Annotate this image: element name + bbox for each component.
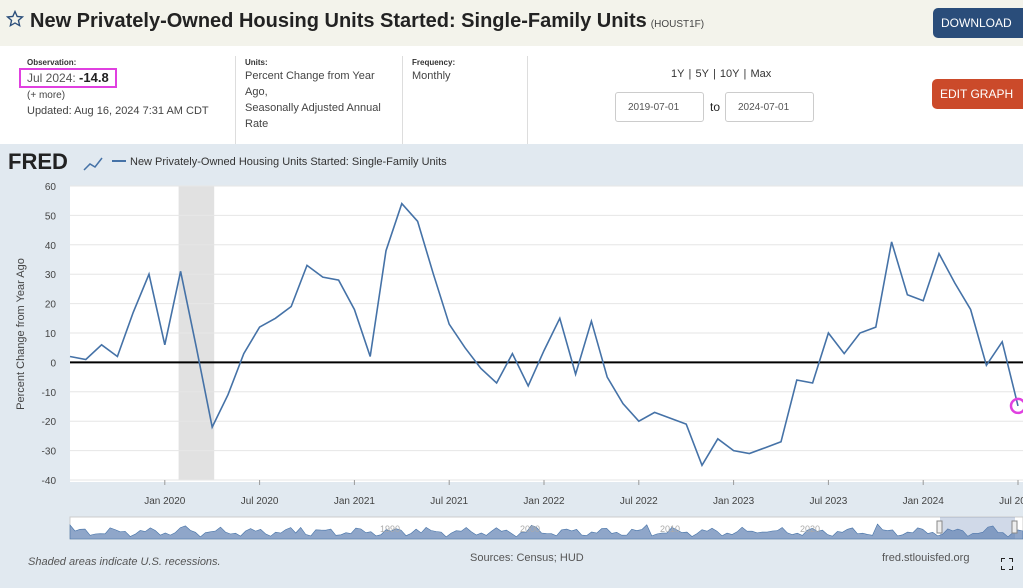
x-tick-label: Jul 2023 [809,496,847,507]
page-title: New Privately-Owned Housing Units Starte… [30,10,704,33]
range-10y[interactable]: 10Y [719,68,740,80]
latest-point-highlight [1009,397,1023,415]
end-date-input[interactable]: 2024-07-01 [725,92,814,122]
y-tick-label: -20 [42,417,57,428]
x-tick-label: Jan 2024 [903,496,945,507]
star-icon[interactable] [6,10,24,28]
observation-value: -14.8 [79,70,109,85]
legend-label: New Privately-Owned Housing Units Starte… [130,156,447,168]
start-date-input[interactable]: 2019-07-01 [615,92,704,122]
navigator-label: 2010 [660,524,680,534]
y-tick-label: 60 [45,182,57,193]
units-label: Units: [245,58,268,67]
range-5y[interactable]: 5Y [695,68,709,80]
line-chart[interactable]: FRED New Privately-Owned Housing Units S… [0,144,1023,588]
series-id: (HOUST1F) [650,19,705,30]
edit-graph-button[interactable]: EDIT GRAPH [932,79,1023,132]
fred-logo[interactable]: FRED [8,149,103,174]
download-button[interactable]: DOWNLOAD [933,8,1023,58]
frequency-value: Monthly [412,70,451,82]
x-tick-label: Jan 2023 [713,496,755,507]
navigator-selection[interactable] [940,517,1015,539]
navigator-series [69,523,1023,540]
x-tick-label: Jul 2020 [241,496,279,507]
divider [235,56,236,144]
x-tick-label: Jan 2020 [144,496,186,507]
navigator-label: 2000 [520,524,540,534]
units-line: Percent Change from Year [245,70,375,82]
y-tick-label: 30 [45,270,57,281]
navigator-label: 1990 [380,524,400,534]
y-tick-label: 50 [45,211,57,222]
units-value: Percent Change from Year Ago, Seasonally… [245,68,381,132]
x-tick-label: Jul 2021 [430,496,468,507]
more-link[interactable]: (+ more) [27,90,66,101]
series-title: New Privately-Owned Housing Units Starte… [30,10,647,32]
y-tick-label: -30 [42,447,57,458]
metadata-panel [0,46,1023,144]
range-max[interactable]: Max [750,68,772,80]
fred-logo-text: FRED [8,149,68,174]
navigator-handle-right[interactable] [1011,520,1018,534]
site-link[interactable]: fred.stlouisfed.org [882,552,970,564]
y-tick-label: 10 [45,329,57,340]
observation-date: Jul 2024: [27,71,76,85]
download-label: DOWNLOAD [941,16,1012,30]
y-tick-label: -40 [42,476,57,487]
y-tick-label: 20 [45,300,57,311]
x-tick-label: Jan 2022 [523,496,565,507]
y-axis-label: Percent Change from Year Ago [15,258,27,410]
divider [402,56,403,144]
plot-background [70,186,1023,482]
navigator-label: 2020 [800,524,820,534]
units-line: Seasonally Adjusted Annual [245,102,381,114]
x-tick-label: Jan 2021 [334,496,376,507]
observation-label: Observation: [27,58,77,67]
x-tick-label: Jul 2024 [999,496,1023,507]
updated-text: Updated: Aug 16, 2024 7:31 AM CDT [27,105,209,117]
fullscreen-icon[interactable] [1001,558,1013,570]
edit-graph-label: EDIT GRAPH [940,87,1014,101]
logo-chart-icon [83,157,103,171]
recession-note: Shaded areas indicate U.S. recessions. [28,556,221,568]
chart-panel: FRED New Privately-Owned Housing Units S… [0,144,1023,588]
y-tick-label: -10 [42,388,57,399]
units-line: Ago, [245,86,268,98]
y-tick-label: 0 [50,358,56,369]
navigator-handle-left[interactable] [936,520,943,534]
date-range-links: 1Y | 5Y | 10Y | Max [671,68,772,80]
observation-value-box: Jul 2024: -14.8 [19,68,117,88]
divider [527,56,528,144]
gear-icon [939,118,953,132]
x-tick-label: Jul 2022 [620,496,658,507]
to-label: to [710,100,721,114]
frequency-label: Frequency: [412,58,456,67]
range-1y[interactable]: 1Y [671,68,685,80]
y-tick-label: 40 [45,241,57,252]
sources-note: Sources: Census; HUD [470,552,584,564]
units-line: Rate [245,118,269,130]
title-bar: New Privately-Owned Housing Units Starte… [0,0,1023,58]
